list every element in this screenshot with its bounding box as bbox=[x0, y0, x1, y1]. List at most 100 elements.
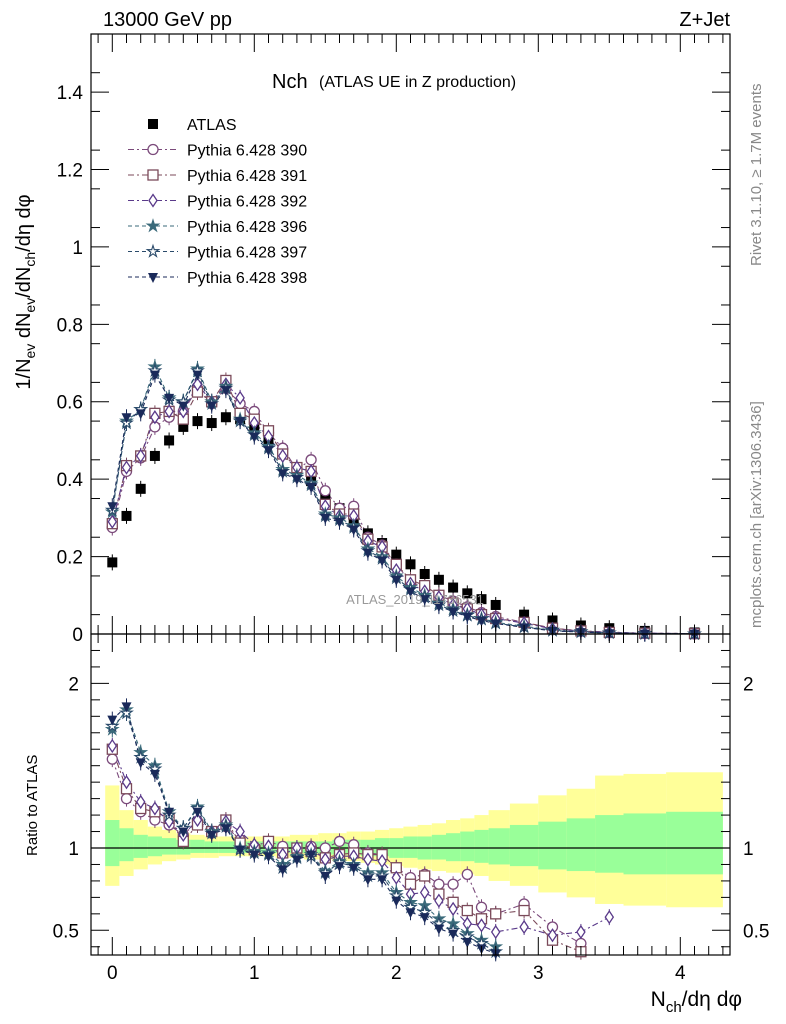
main-point-p398 bbox=[192, 370, 203, 381]
ratio-point-p398 bbox=[235, 845, 246, 856]
main-point-p398 bbox=[320, 513, 331, 524]
main-point-p398 bbox=[149, 370, 160, 381]
main-point-p398 bbox=[419, 595, 430, 606]
main-point-atlas bbox=[206, 418, 217, 429]
ratio-point-p398 bbox=[192, 807, 203, 818]
ratio-point-p392 bbox=[434, 893, 444, 908]
ratio-point-p392 bbox=[121, 774, 132, 790]
ratio-line-p398 bbox=[111, 705, 496, 954]
ratio-point-p398 bbox=[164, 807, 175, 818]
legend-marker-p390 bbox=[147, 143, 159, 156]
ratio-point-p398 bbox=[391, 896, 402, 907]
ratio-point-p392 bbox=[107, 738, 118, 754]
ratio-point-p392 bbox=[519, 919, 529, 935]
ratio-point-p390 bbox=[106, 753, 118, 765]
ratio-point-p398 bbox=[220, 824, 231, 835]
main-point-atlas bbox=[519, 609, 530, 620]
legend-marker-p396 bbox=[145, 218, 161, 233]
main-point-p398 bbox=[448, 607, 459, 618]
ratio-point-p392 bbox=[391, 870, 402, 885]
main-point-atlas bbox=[107, 557, 118, 568]
stat-uncertainty-band bbox=[105, 820, 120, 867]
main-point-atlas bbox=[547, 615, 558, 626]
main-point-atlas bbox=[121, 510, 132, 521]
legend-marker-atlas bbox=[148, 119, 158, 129]
ratio-point-p392 bbox=[235, 824, 245, 839]
main-point-p398 bbox=[490, 619, 501, 630]
main-point-atlas bbox=[405, 559, 416, 570]
main-ytick-label: 1 bbox=[72, 238, 83, 259]
ratio-point-p398 bbox=[135, 758, 146, 769]
stat-uncertainty-band bbox=[488, 828, 510, 865]
legend-label-p396: Pythia 6.428 396 bbox=[187, 219, 307, 236]
ratio-xtick-label: 4 bbox=[675, 963, 686, 984]
watermark-analysis-id: ATLAS_2019_I1736531 bbox=[346, 592, 484, 607]
ratio-point-p398 bbox=[178, 827, 189, 838]
main-point-p398 bbox=[476, 616, 487, 627]
main-point-p398 bbox=[306, 482, 317, 493]
main-point-p392 bbox=[150, 410, 160, 425]
ratio-point-p398 bbox=[419, 913, 430, 924]
main-ytick-label: 0.4 bbox=[57, 470, 84, 491]
legend-label-p398: Pythia 6.428 398 bbox=[187, 270, 307, 287]
main-point-p390 bbox=[305, 454, 317, 466]
main-line-p397 bbox=[111, 369, 695, 635]
ratio-point-p391 bbox=[461, 904, 473, 917]
main-point-p398 bbox=[249, 432, 260, 443]
main-point-p392 bbox=[135, 448, 146, 464]
stat-uncertainty-band bbox=[474, 829, 489, 863]
ratio-point-p392 bbox=[604, 909, 615, 925]
stat-uncertainty-band bbox=[403, 836, 418, 858]
main-point-atlas bbox=[391, 549, 402, 560]
ratio-point-p398 bbox=[291, 855, 302, 866]
main-point-p398 bbox=[391, 575, 402, 586]
stat-uncertainty-band bbox=[446, 833, 461, 862]
ratio-point-p392 bbox=[419, 885, 430, 900]
main-point-p392 bbox=[235, 390, 245, 406]
main-point-atlas bbox=[178, 421, 189, 432]
main-point-p398 bbox=[206, 401, 217, 412]
mcplots-label: mcplots.cern.ch [arXiv:1306.3436] bbox=[748, 401, 765, 628]
legend-marker-p397 bbox=[145, 243, 161, 258]
ratio-point-p392 bbox=[547, 928, 558, 943]
labels: 13000 GeV pp Z+Jet Nch (ATLAS UE in Z pr… bbox=[24, 9, 765, 856]
ratio-point-p391 bbox=[490, 908, 502, 920]
ratio-point-p398 bbox=[362, 875, 373, 886]
legend-label-p390: Pythia 6.428 390 bbox=[187, 143, 307, 160]
main-point-p398 bbox=[235, 417, 246, 428]
ratio-xtick-label: 1 bbox=[249, 963, 260, 984]
ratio-point-p398 bbox=[348, 863, 359, 874]
plot-title-main: Nch bbox=[272, 71, 308, 93]
ratio-ytick-label: 1 bbox=[68, 839, 79, 860]
stat-uncertainty-band bbox=[204, 841, 219, 853]
main-point-p398 bbox=[405, 587, 416, 598]
ratio-xtick-label: 3 bbox=[533, 963, 544, 984]
main-point-p392 bbox=[121, 460, 132, 475]
legend-label-p397: Pythia 6.428 397 bbox=[187, 245, 307, 262]
main-point-atlas bbox=[164, 435, 175, 446]
stat-uncertainty-band bbox=[538, 821, 567, 870]
main-point-p398 bbox=[135, 409, 146, 420]
ratio-point-p398 bbox=[121, 702, 132, 713]
ratio-point-p391 bbox=[419, 870, 431, 882]
ratio-point-p397 bbox=[119, 705, 134, 720]
ratio-point-p398 bbox=[320, 871, 331, 882]
stat-uncertainty-band bbox=[666, 811, 723, 875]
series-markers bbox=[104, 359, 702, 960]
plot-title-sub: (ATLAS UE in Z production) bbox=[319, 74, 516, 91]
main-ytick-label: 0.6 bbox=[57, 393, 83, 414]
ratio-ytick-label: 0.5 bbox=[53, 921, 79, 942]
legend-label-p392: Pythia 6.428 392 bbox=[187, 194, 307, 211]
ratio-point-p392 bbox=[576, 924, 586, 940]
ratio-point-p392 bbox=[490, 924, 501, 940]
ratio-point-p390 bbox=[319, 842, 331, 854]
main-point-p398 bbox=[178, 401, 189, 412]
main-point-p392 bbox=[192, 377, 203, 392]
ratio-point-p390 bbox=[333, 835, 346, 848]
legend: ATLAS Pythia 6.428 390 Pythia 6.428 391 Pyt… bbox=[128, 117, 307, 287]
axes: 0 0.2 0.4 0.6 0.8 1 1.2 1.4 0 1 2 3 4 0.5 0.5 1 1 2 2 1/Nev… bbox=[13, 33, 769, 1016]
stat-uncertainty-band bbox=[218, 841, 233, 853]
main-line-p392 bbox=[111, 383, 695, 635]
main-ylabel: 1/Nev dNev/dNch/dη dφ bbox=[13, 194, 38, 389]
